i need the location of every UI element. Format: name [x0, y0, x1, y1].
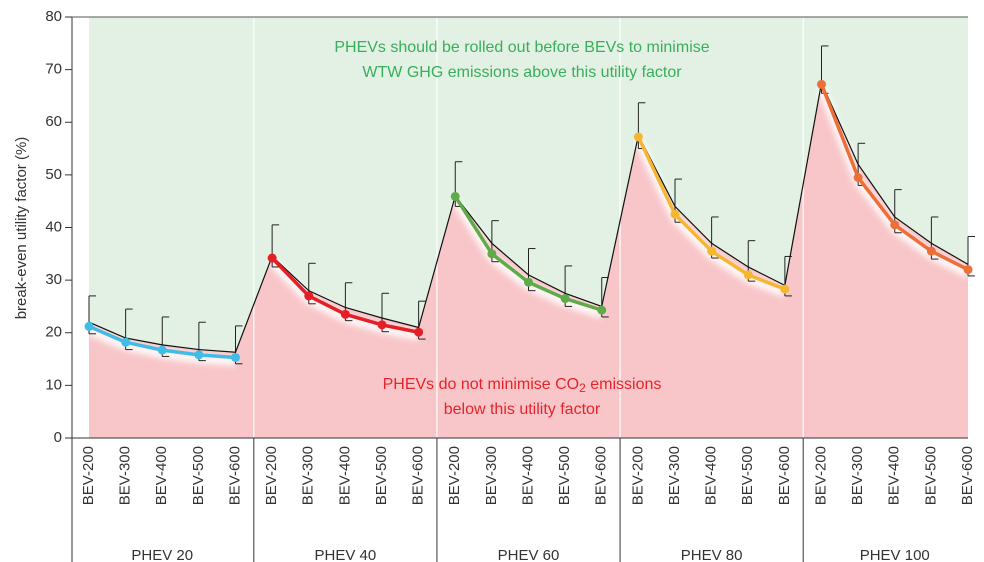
data-point: [267, 253, 277, 263]
x-tick-label: BEV-200: [446, 446, 463, 505]
x-tick-label: BEV-600: [959, 446, 976, 505]
x-tick-label: BEV-200: [812, 446, 829, 505]
y-axis-label: break-even utility factor (%): [13, 137, 30, 320]
data-point: [890, 220, 900, 230]
y-tick-label: 0: [54, 429, 62, 446]
x-tick-label: BEV-300: [300, 446, 317, 505]
group-label: PHEV 40: [315, 547, 377, 562]
data-point: [450, 191, 460, 201]
x-tick-label: BEV-500: [556, 446, 573, 505]
data-point: [340, 309, 350, 319]
data-point: [707, 246, 717, 256]
y-tick-label: 50: [45, 166, 62, 183]
data-point: [121, 337, 131, 347]
group-label: PHEV 20: [131, 547, 193, 562]
data-point: [524, 277, 533, 287]
x-tick-label: BEV-500: [739, 446, 756, 505]
data-point: [487, 249, 497, 259]
data-point: [853, 173, 863, 183]
annotation-subscript: 2: [579, 381, 586, 395]
y-tick-label: 30: [45, 271, 62, 288]
data-point: [926, 246, 936, 256]
x-tick-label: BEV-400: [886, 446, 903, 505]
data-point: [157, 345, 167, 355]
x-tick-label: BEV-300: [483, 446, 500, 505]
x-tick-label: BEV-200: [80, 446, 97, 505]
annotation-part: emissions: [586, 376, 662, 393]
group-label: PHEV 100: [860, 547, 930, 562]
x-tick-label: BEV-400: [336, 446, 353, 505]
data-point: [670, 209, 680, 219]
data-point: [597, 305, 607, 315]
region-below: [89, 82, 968, 438]
y-tick-label: 40: [45, 218, 62, 235]
y-tick-label: 60: [45, 113, 62, 130]
x-tick-label: BEV-300: [666, 446, 683, 505]
y-tick-label: 80: [45, 8, 62, 25]
y-tick-label: 10: [45, 376, 62, 393]
data-point: [304, 291, 314, 301]
x-tick-label: BEV-600: [593, 446, 610, 505]
y-tick-label: 70: [45, 61, 62, 78]
annotation: PHEVs do not minimise CO2 emissions: [383, 376, 662, 395]
group-label: PHEV 80: [681, 547, 743, 562]
data-point: [414, 327, 424, 337]
x-tick-label: BEV-600: [776, 446, 793, 505]
data-point: [84, 321, 94, 331]
group-label: PHEV 60: [498, 547, 560, 562]
x-tick-label: BEV-400: [703, 446, 720, 505]
x-tick-label: BEV-400: [519, 446, 536, 505]
x-tick-label: BEV-600: [410, 446, 427, 505]
x-tick-label: BEV-500: [190, 446, 207, 505]
data-point: [743, 270, 753, 280]
x-tick-label: BEV-300: [849, 446, 866, 505]
x-tick-label: BEV-300: [117, 446, 134, 505]
x-tick-label: BEV-500: [922, 446, 939, 505]
annotation: WTW GHG emissions above this utility fac…: [362, 64, 682, 81]
data-point: [633, 132, 643, 142]
x-tick-label: BEV-400: [153, 446, 170, 505]
data-point: [817, 79, 826, 89]
data-point: [780, 284, 790, 294]
annotation-part: PHEVs do not minimise CO: [383, 376, 580, 393]
data-point: [560, 294, 570, 304]
x-tick-label: BEV-600: [226, 446, 243, 505]
data-point: [231, 352, 240, 362]
annotation: PHEVs should be rolled out before BEVs t…: [334, 39, 709, 56]
y-tick-label: 20: [45, 324, 62, 341]
data-point: [963, 265, 973, 275]
data-point: [377, 320, 387, 330]
x-tick-label: BEV-200: [263, 446, 280, 505]
data-point: [194, 350, 204, 360]
annotation: below this utility factor: [444, 401, 601, 418]
x-tick-label: BEV-500: [373, 446, 390, 505]
x-tick-label: BEV-200: [629, 446, 646, 505]
